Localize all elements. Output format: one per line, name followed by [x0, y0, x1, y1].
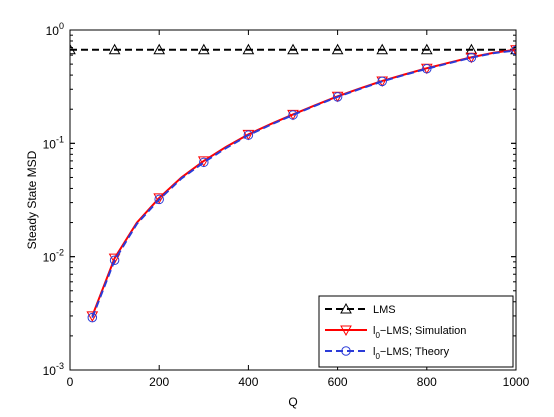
data-point [87, 312, 98, 323]
data-point [376, 43, 389, 55]
legend-label: l0−LMS; Simulation [373, 325, 466, 340]
x-tick-labels: 0 200 400 600 800 1000 [67, 375, 530, 389]
x-tick-label: 200 [149, 375, 169, 389]
x-tick-label: 0 [67, 375, 74, 389]
y-tick-exponent: -1 [56, 134, 64, 144]
data-point [243, 130, 254, 140]
data-point [510, 45, 516, 56]
y-tick-label: 100 [46, 21, 64, 38]
legend-label-rest: −LMS; Theory [380, 346, 450, 358]
data-point [197, 43, 210, 55]
data-point [288, 110, 298, 120]
data-point [242, 43, 255, 55]
legend-marker [341, 346, 351, 356]
y-tick-base: 10 [46, 24, 60, 38]
data-point [70, 43, 76, 55]
series-line [91, 49, 516, 318]
legend-label-main: l [373, 325, 375, 337]
x-tick-label: 1000 [503, 375, 530, 389]
x-tick-label: 400 [238, 375, 258, 389]
plot-frame [69, 29, 517, 371]
legend-label: l0−LMS; Theory [373, 346, 450, 361]
legend-label-rest: −LMS; Simulation [380, 325, 467, 337]
legend-label-main: l [373, 346, 375, 358]
data-point [153, 43, 166, 55]
y-tick-base: 10 [43, 137, 57, 151]
data-point [422, 64, 432, 74]
legend-label-subscript: 0 [375, 352, 380, 361]
y-tick-exponent: -2 [56, 248, 64, 258]
data-point [511, 45, 516, 56]
legend-marker [340, 302, 352, 314]
data-point [109, 255, 120, 265]
data-point [377, 76, 387, 87]
y-tick-base: 10 [43, 364, 57, 378]
data-point [108, 253, 121, 265]
y-tick-label: 10-2 [43, 248, 64, 265]
data-point [86, 311, 99, 322]
y-axis-label: Steady State MSD [25, 150, 39, 249]
data-point [332, 92, 343, 102]
data-point [199, 157, 209, 168]
y-tick-label: 10-3 [43, 361, 64, 378]
y-tick-exponent: -3 [56, 361, 64, 371]
data-point [242, 129, 255, 141]
data-point [287, 43, 299, 55]
y-tick-base: 10 [43, 251, 57, 265]
data-point [331, 43, 344, 55]
data-point [420, 43, 433, 55]
data-point [154, 194, 164, 205]
y-tick-exponent: 0 [59, 21, 64, 31]
series-layer [70, 43, 516, 323]
data-point [108, 43, 121, 55]
legend-label-subscript: 0 [375, 331, 380, 340]
x-tick-label: 600 [328, 375, 348, 389]
legend-label: LMS [373, 304, 396, 316]
x-tick-label: 800 [417, 375, 437, 389]
legend-label-main: LMS [373, 304, 396, 316]
data-point [153, 193, 166, 204]
y-tick-label: 10-1 [43, 134, 64, 151]
x-axis-label: Q [288, 395, 297, 409]
series-2 [87, 45, 516, 323]
data-point [466, 52, 477, 63]
legend-box [318, 295, 514, 368]
legend-marker [340, 325, 352, 337]
